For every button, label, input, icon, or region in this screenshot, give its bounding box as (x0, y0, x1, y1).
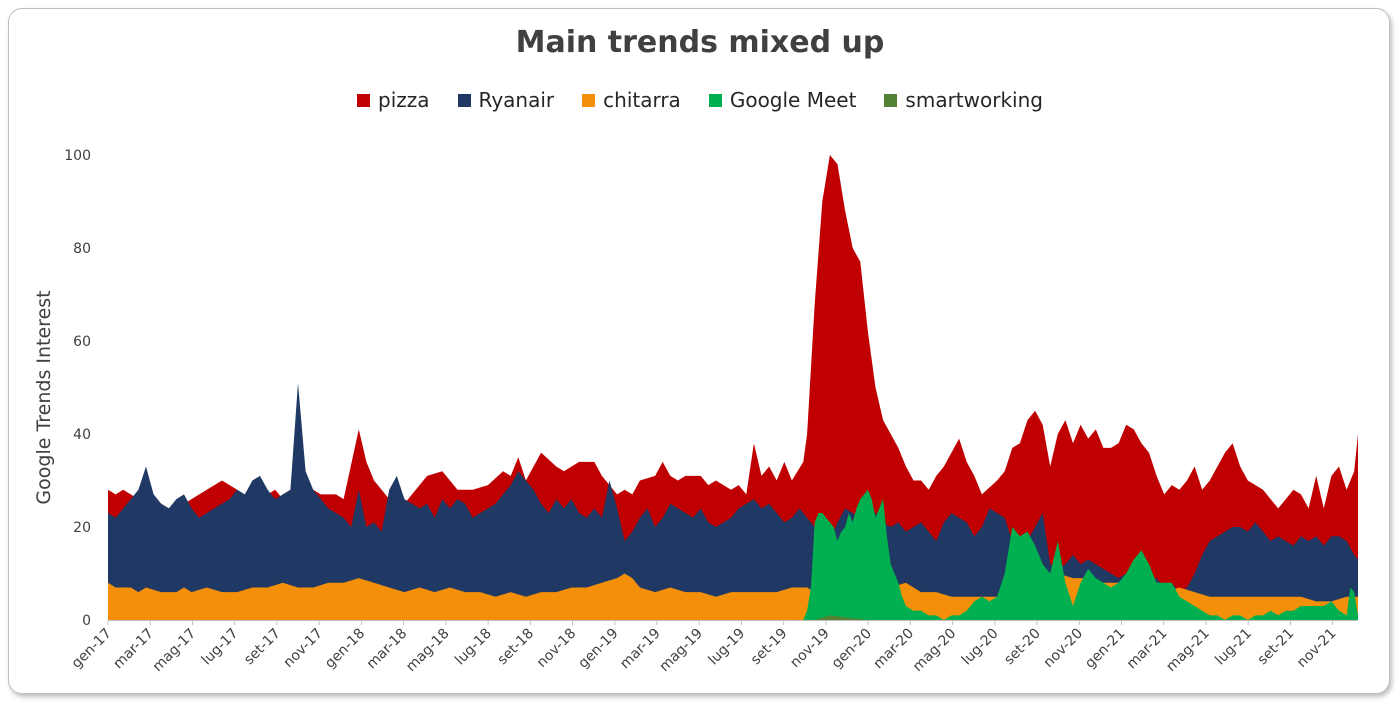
x-tick-label: mag-21 (1163, 626, 1212, 675)
area-ryanair (108, 382, 1358, 620)
y-tick-label: 40 (73, 427, 91, 443)
legend-label-ryanair: Ryanair (478, 88, 555, 112)
legend-label-pizza: pizza (378, 88, 430, 112)
legend-label-google-meet: Google Meet (729, 88, 857, 112)
x-tick-label: set-18 (495, 626, 538, 669)
legend-swatch-ryanair (457, 93, 471, 107)
chart-legend: pizza Ryanair chitarra Google Meet smart… (0, 88, 1400, 112)
y-tick-label: 80 (73, 241, 91, 257)
y-tick-label: 100 (64, 148, 91, 164)
area-pizza (108, 155, 1358, 620)
x-tick-label: gen-20 (829, 626, 875, 672)
x-tick-label: lug-17 (199, 626, 242, 669)
x-tick-label: gen-18 (322, 626, 368, 672)
x-tick-label: set-21 (1255, 626, 1298, 669)
x-tick-label: mag-17 (150, 626, 199, 675)
x-tick-label: gen-19 (575, 626, 621, 672)
x-tick-label: lug-20 (959, 626, 1002, 669)
y-tick-label: 0 (82, 613, 91, 629)
x-tick-label: set-17 (241, 626, 284, 669)
x-tick-label: mag-20 (910, 626, 959, 675)
x-tick-label: set-20 (1001, 626, 1044, 669)
x-tick-label: lug-18 (452, 626, 495, 669)
y-axis-title: Google Trends Interest (33, 290, 55, 504)
legend-item-google-meet: Google Meet (708, 88, 857, 112)
x-tick-label: gen-21 (1082, 626, 1128, 672)
x-tick-label: mag-19 (657, 626, 706, 675)
legend-item-ryanair: Ryanair (457, 88, 555, 112)
legend-item-smartworking: smartworking (884, 88, 1043, 112)
legend-swatch-smartworking (884, 93, 898, 107)
area-google-meet (108, 489, 1358, 620)
legend-item-pizza: pizza (357, 88, 430, 112)
y-tick-label: 60 (73, 334, 91, 350)
y-tick-label: 20 (73, 520, 91, 536)
x-tick-label: lug-19 (705, 626, 748, 669)
chart-title: Main trends mixed up (515, 25, 885, 60)
legend-label-chitarra: chitarra (603, 88, 681, 112)
legend-label-smartworking: smartworking (905, 88, 1043, 112)
legend-swatch-pizza (357, 93, 371, 107)
legend-swatch-google-meet (708, 93, 722, 107)
x-tick-label: nov-19 (787, 626, 832, 671)
legend-item-chitarra: chitarra (582, 88, 681, 112)
x-tick-label: set-19 (748, 626, 791, 669)
x-tick-label: nov-21 (1294, 626, 1339, 671)
x-tick-label: nov-20 (1041, 626, 1086, 671)
x-tick-label: mag-18 (403, 626, 452, 675)
x-tick-label: gen-17 (69, 626, 115, 672)
x-tick-label: lug-21 (1212, 626, 1255, 669)
x-tick-label: nov-18 (534, 626, 579, 671)
legend-swatch-chitarra (582, 93, 596, 107)
x-tick-label: nov-17 (281, 626, 326, 671)
